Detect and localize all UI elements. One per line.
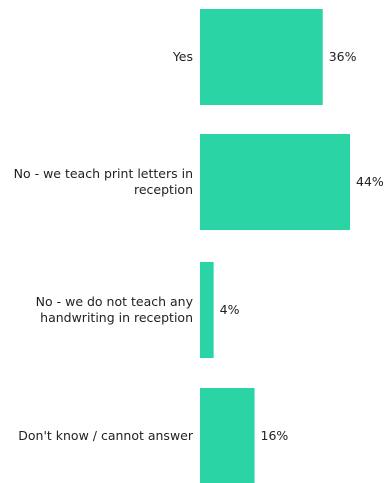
category-label-2-line-0: No - we do not teach any bbox=[36, 294, 194, 309]
category-label-2-line-1: handwriting in reception bbox=[40, 310, 193, 325]
category-label-0-line-0: Yes bbox=[172, 49, 193, 64]
bar-0 bbox=[200, 9, 323, 105]
category-label-1-line-1: reception bbox=[134, 182, 193, 197]
bar-3 bbox=[200, 388, 255, 483]
category-label-1-line-0: No - we teach print letters in bbox=[14, 166, 193, 181]
value-label-3: 16% bbox=[261, 428, 289, 443]
bar-1 bbox=[200, 134, 350, 230]
category-label-3-line-0: Don't know / cannot answer bbox=[18, 428, 194, 443]
value-label-2: 4% bbox=[220, 302, 240, 317]
value-label-1: 44% bbox=[356, 174, 384, 189]
value-label-0: 36% bbox=[329, 49, 357, 64]
bar-2 bbox=[200, 262, 214, 358]
